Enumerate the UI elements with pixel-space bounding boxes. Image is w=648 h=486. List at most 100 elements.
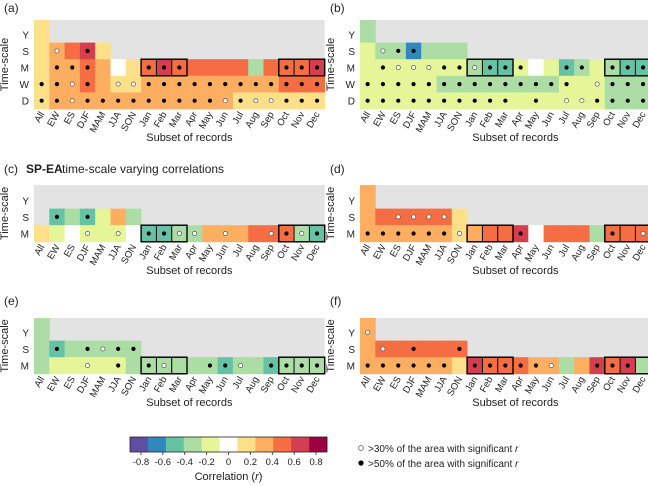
heatmap-cell xyxy=(34,318,50,341)
significance-marker-filled xyxy=(39,98,44,103)
x-tick-label: EW xyxy=(371,243,388,262)
season-box xyxy=(140,58,188,77)
season-box xyxy=(604,356,648,375)
x-tick-label: Jun xyxy=(214,375,231,394)
x-tick-label: Jan xyxy=(137,243,154,262)
heatmap-cell xyxy=(263,59,280,77)
x-tick-label: Jul xyxy=(557,110,573,126)
significance-marker-open xyxy=(130,81,136,87)
significance-marker-filled xyxy=(503,98,508,103)
significance-marker-filled xyxy=(365,231,370,236)
significance-marker-filled xyxy=(85,346,90,351)
x-tick-label: MAM xyxy=(414,243,435,268)
significance-marker-filled xyxy=(442,98,447,103)
y-tick-label: S xyxy=(348,345,355,356)
heatmap-cell xyxy=(589,225,606,243)
x-tick-label: EW xyxy=(371,375,388,394)
significance-marker-filled xyxy=(131,98,136,103)
significance-marker-filled xyxy=(207,82,213,87)
significance-marker-filled xyxy=(177,65,182,70)
significance-marker-filled xyxy=(299,82,304,87)
y-tick-label: M xyxy=(347,362,355,373)
significance-marker-filled xyxy=(610,231,615,236)
significance-marker-filled xyxy=(146,363,151,368)
significance-marker-filled xyxy=(100,98,105,103)
x-tick-label: Jan xyxy=(463,110,480,129)
heatmap-cell xyxy=(125,225,142,243)
heatmap-cell xyxy=(543,59,560,77)
x-tick-label: Jan xyxy=(137,375,154,394)
significance-marker-filled xyxy=(533,82,539,87)
x-tick-label: Sep xyxy=(259,110,277,130)
heatmap-cell xyxy=(421,340,437,358)
x-tick-label: EW xyxy=(45,243,62,262)
x-tick-label: MAM xyxy=(414,375,435,400)
x-tick-label: SON xyxy=(119,375,139,398)
significance-marker-filled xyxy=(54,346,60,351)
x-tick-label: Jun xyxy=(214,110,231,129)
heatmap-cell xyxy=(436,340,453,358)
colorbar-tick-label: -0.8 xyxy=(133,457,149,468)
significance-marker-filled xyxy=(457,82,462,87)
x-tick-label: Jul xyxy=(557,375,573,391)
x-tick-label: EW xyxy=(45,110,62,129)
x-tick-label: Aug xyxy=(569,243,587,263)
significance-marker-open xyxy=(472,65,478,70)
x-tick-label: EW xyxy=(371,110,388,129)
significance-marker-open xyxy=(238,363,243,368)
x-axis-label: Subset of records xyxy=(472,132,559,144)
significance-marker-filled xyxy=(411,231,416,236)
significance-marker-filled xyxy=(380,363,386,368)
colorbar-swatch xyxy=(309,437,328,452)
colorbar-swatch xyxy=(219,437,238,452)
heatmap-cell xyxy=(248,357,264,375)
significance-marker-open xyxy=(54,48,60,54)
x-axis-label: Subset of records xyxy=(146,265,233,277)
heatmap-cell xyxy=(360,59,376,77)
significance-marker-filled xyxy=(396,48,401,54)
significance-marker-filled xyxy=(518,65,523,70)
significance-marker-open xyxy=(115,81,121,87)
heatmap-cell xyxy=(497,225,514,243)
significance-marker-filled xyxy=(442,65,447,70)
significance-marker-open xyxy=(85,231,91,236)
x-tick-label: Dec xyxy=(631,375,648,395)
x-tick-label: Jun xyxy=(214,243,231,262)
heatmap-cell xyxy=(49,357,65,375)
significance-marker-filled xyxy=(472,82,477,87)
significance-marker-filled xyxy=(442,363,447,368)
significance-marker-open xyxy=(380,48,386,54)
heatmap-cell xyxy=(248,59,264,77)
panel-title-bold: SP-EA xyxy=(26,162,63,176)
colorbar-swatch xyxy=(255,437,274,452)
x-tick-label: ES xyxy=(62,110,78,126)
y-tick-label: Y xyxy=(22,30,29,41)
significance-marker-open xyxy=(395,214,401,220)
x-tick-label: All xyxy=(358,243,373,258)
significance-marker-filled xyxy=(487,363,493,368)
heatmap-cell xyxy=(635,357,648,375)
significance-marker-filled xyxy=(207,363,213,368)
colorbar-swatch xyxy=(183,437,202,452)
significance-marker-filled xyxy=(380,65,386,70)
significance-marker-filled xyxy=(314,231,320,236)
significance-marker-filled xyxy=(426,98,431,103)
significance-marker-filled xyxy=(299,363,304,368)
significance-marker-filled xyxy=(426,363,431,368)
x-tick-label: May xyxy=(197,110,216,131)
significance-marker-filled xyxy=(640,65,646,70)
significance-marker-filled xyxy=(146,82,151,87)
colorbar-tick-label: 0.2 xyxy=(244,457,257,468)
colorbar-tick-label: 0.6 xyxy=(288,457,301,468)
significance-marker-filled xyxy=(564,82,569,87)
y-tick-label: S xyxy=(22,213,29,224)
x-tick-label: May xyxy=(197,375,216,396)
heatmap-cell xyxy=(360,318,376,341)
y-axis-label: Time-scale xyxy=(325,38,337,91)
season-box xyxy=(278,356,326,375)
heatmap-cell xyxy=(125,208,142,226)
significance-marker-filled xyxy=(457,346,462,351)
significance-marker-open xyxy=(299,231,305,236)
heatmap-cell xyxy=(187,59,203,77)
